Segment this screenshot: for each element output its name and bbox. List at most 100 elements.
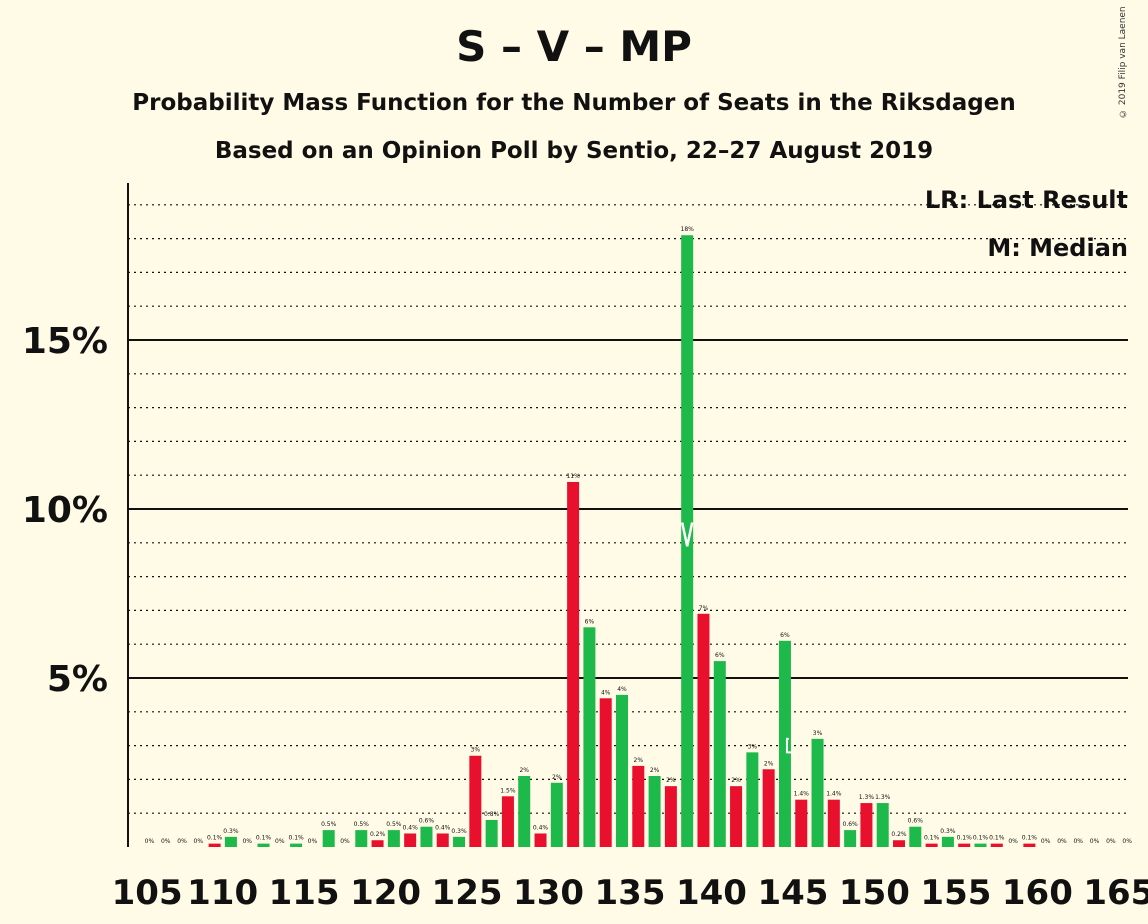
x-tick-label: 130 [513, 873, 584, 913]
bar [876, 803, 889, 847]
bar [778, 640, 791, 847]
bar-value-label: 0% [1106, 838, 1116, 845]
bar-value-label: 0.3% [223, 828, 239, 835]
bar-value-label: 11% [566, 473, 580, 480]
bar [958, 843, 971, 847]
bar [648, 776, 661, 847]
bar [224, 836, 237, 847]
bar-value-label: 0% [1090, 838, 1100, 845]
x-tick-label: 165 [1083, 873, 1148, 913]
bar-value-label: 0.1% [973, 835, 989, 842]
bar-value-label: 18% [681, 226, 695, 233]
bar [208, 843, 221, 847]
bar-value-label: 2% [764, 760, 774, 767]
bar-value-label: 1.5% [500, 787, 516, 794]
bar-value-label: 3% [813, 730, 823, 737]
bar [1023, 843, 1036, 847]
bar-value-label: 0% [1041, 838, 1051, 845]
bar-value-label: 0.1% [957, 835, 973, 842]
bar-value-label: 0.1% [989, 835, 1005, 842]
bar-value-label: 0% [308, 838, 318, 845]
x-tick-label: 125 [432, 873, 503, 913]
x-tick-label: 105 [112, 873, 183, 913]
bar-value-label: 0% [340, 838, 350, 845]
x-tick-label: 115 [269, 873, 340, 913]
bar-value-label: 6% [585, 618, 595, 625]
bar [746, 752, 759, 847]
bar [762, 769, 775, 847]
bar-value-label: 0.5% [354, 821, 370, 828]
x-tick-label: 120 [350, 873, 421, 913]
bar [420, 826, 433, 847]
bar-value-label: 0.3% [451, 828, 467, 835]
x-tick-label: 160 [1002, 873, 1073, 913]
chart-poll-info: Based on an Opinion Poll by Sentio, 22–2… [214, 138, 934, 164]
bar [322, 830, 335, 847]
y-tick-label: 10% [22, 490, 108, 531]
bar-value-label: 0.5% [386, 821, 402, 828]
bar-value-label: 6% [780, 632, 790, 639]
bar-value-label: 7% [699, 605, 709, 612]
bar [534, 833, 547, 847]
bar-value-label: 0% [194, 838, 204, 845]
y-tick-label: 15% [22, 321, 108, 362]
bar [290, 843, 303, 847]
bar [355, 830, 368, 847]
bar-value-label: 0.6% [908, 818, 924, 825]
bar [860, 803, 873, 847]
bar-value-label: 2% [634, 757, 644, 764]
bar [371, 840, 384, 847]
bar [518, 776, 531, 847]
bar [974, 843, 987, 847]
bar [453, 836, 466, 847]
bar-value-label: 0.6% [419, 818, 435, 825]
bar-value-label: 0.1% [1022, 835, 1038, 842]
bar-value-label: 3% [471, 747, 481, 754]
bar-value-label: 0% [145, 838, 155, 845]
bar-value-label: 0.2% [370, 831, 386, 838]
x-tick-label: 110 [187, 873, 258, 913]
bar-value-label: 2% [666, 777, 676, 784]
bar [713, 661, 726, 847]
bar-value-label: 0% [177, 838, 187, 845]
last-result-marker [785, 737, 791, 754]
bar-value-label: 0.1% [256, 835, 272, 842]
x-tick-label: 150 [839, 873, 910, 913]
bar-value-label: 0.4% [533, 824, 549, 831]
bar [730, 786, 743, 847]
bar-value-label: 0.4% [435, 824, 451, 831]
bar [616, 694, 628, 847]
bar [632, 765, 645, 847]
bar-value-label: 0% [242, 838, 252, 845]
bar-value-label: 2% [650, 767, 660, 774]
bar-value-label: 0% [1073, 838, 1083, 845]
bar-value-label: 1.3% [859, 794, 875, 801]
bar-value-label: 0.4% [403, 824, 419, 831]
bar-value-label: 1.3% [875, 794, 891, 801]
bar [469, 755, 482, 847]
bar [990, 843, 1003, 847]
bar [811, 738, 824, 847]
bar-value-label: 0% [1057, 838, 1067, 845]
bar [941, 836, 954, 847]
bar-value-label: 0.3% [940, 828, 956, 835]
bar-value-label: 0.1% [207, 835, 223, 842]
bar [925, 843, 938, 847]
x-tick-label: 140 [676, 873, 747, 913]
bar-value-label: 0% [1008, 838, 1018, 845]
y-tick-label: 5% [47, 659, 108, 700]
bar [436, 833, 449, 847]
bar-value-label: 4% [617, 686, 627, 693]
bar [567, 481, 580, 847]
bar-value-label: 0% [275, 838, 285, 845]
bar-value-label: 0.5% [321, 821, 337, 828]
bar [827, 799, 840, 847]
bar-value-label: 2% [731, 777, 741, 784]
x-tick-label: 155 [920, 873, 991, 913]
bar [485, 819, 498, 847]
bar-value-label: 0.2% [891, 831, 907, 838]
bar-value-label: 1.4% [826, 791, 842, 798]
bar [893, 840, 906, 847]
x-tick-label: 145 [757, 873, 828, 913]
